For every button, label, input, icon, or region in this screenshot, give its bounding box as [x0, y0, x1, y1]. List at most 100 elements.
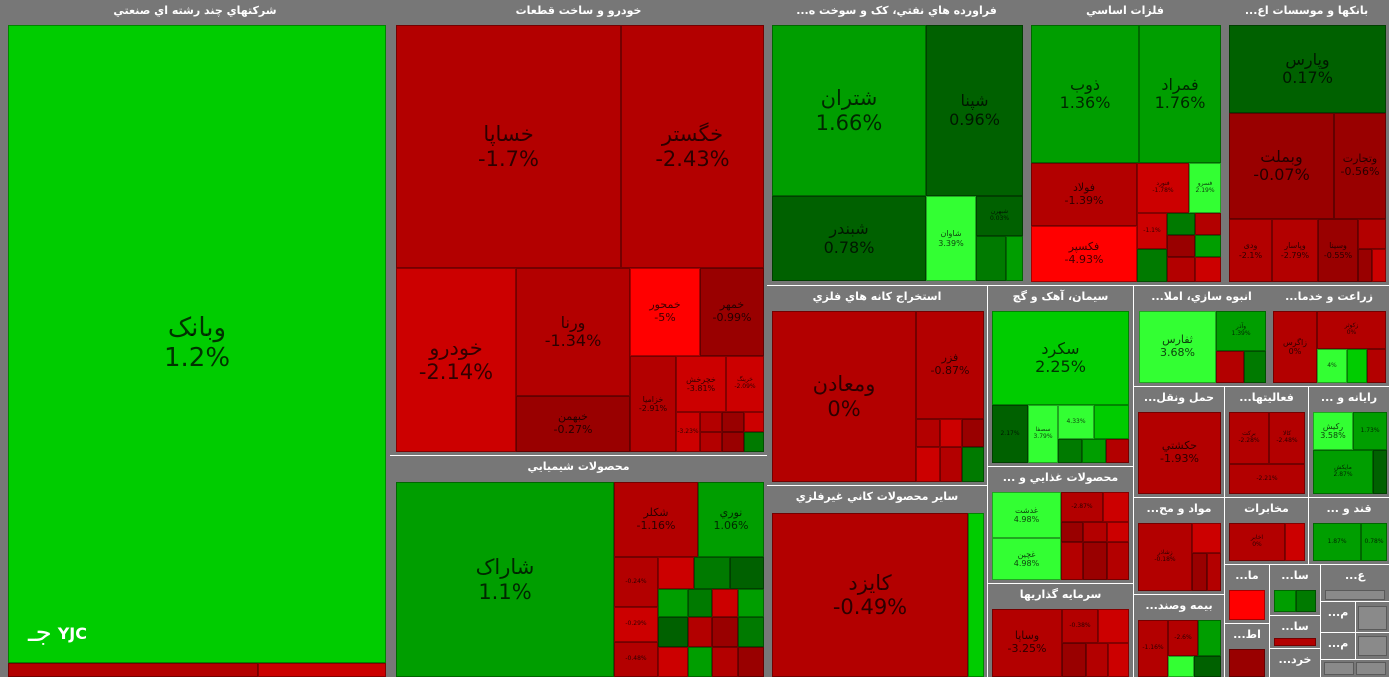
stock-tile-small[interactable]	[658, 589, 688, 617]
stock-tile-small[interactable]	[1358, 606, 1387, 630]
stock-tile-vsapa[interactable]: وساپا -3.25%	[992, 609, 1062, 677]
stock-tile-small[interactable]	[1358, 219, 1386, 249]
sector-chemicals[interactable]: محصولات شيميايي شاراک 1.1% شکلر -1.16% ن…	[390, 456, 767, 677]
stock-tile-fmorad[interactable]: فمراد 1.76%	[1139, 25, 1221, 163]
sector-materials[interactable]: مواد و مح... زشاذر -0.18%	[1134, 498, 1224, 594]
stock-tile-small[interactable]	[1006, 236, 1023, 281]
sector-telecom[interactable]: مخابرات اخابر 0%	[1225, 498, 1308, 564]
stock-tile-small[interactable]	[1086, 643, 1108, 677]
sector-food[interactable]: محصولات غذايي و ... غدشت 4.98% غچين 4.98…	[988, 467, 1133, 583]
stock-tile-mapna[interactable]: مايكش 2.87%	[1313, 450, 1373, 494]
stock-tile-rkish[interactable]: رکيش 3.58%	[1313, 412, 1353, 450]
stock-tile-zagros[interactable]: زاگرس 0%	[1273, 311, 1317, 383]
stock-tile-small[interactable]	[1229, 590, 1265, 620]
stock-tile-small[interactable]	[8, 663, 258, 677]
stock-tile-small[interactable]	[940, 419, 962, 447]
stock-tile-small[interactable]	[1274, 638, 1316, 646]
sector-small-9[interactable]	[1356, 633, 1389, 659]
stock-tile-zkosar[interactable]: زکوثر 0%	[1317, 311, 1386, 349]
stock-tile-small[interactable]	[940, 447, 962, 482]
stock-tile-thashd[interactable]: وآذر 1.39%	[1216, 311, 1266, 351]
stock-tile-sesafa[interactable]: سصفا 3.79%	[1028, 405, 1058, 463]
stock-tile-small[interactable]	[1106, 439, 1129, 463]
stock-tile-small[interactable]	[968, 513, 984, 677]
stock-tile-zbina[interactable]: 4%	[1317, 349, 1347, 383]
stock-tile-vbmellat[interactable]: وبملت -0.07%	[1229, 113, 1334, 219]
stock-tile-small[interactable]	[1107, 542, 1129, 580]
stock-tile-shabdar[interactable]: زشاذر -0.18%	[1138, 523, 1192, 591]
stock-tile-ghsmall[interactable]: -2.87%	[1061, 492, 1103, 522]
sector-small-1[interactable]: ما...	[1225, 565, 1269, 623]
stock-tile-shsmall[interactable]: شبهرن 0.03%	[976, 196, 1023, 236]
stock-tile-small[interactable]	[1061, 522, 1083, 542]
stock-tile-hkeshti[interactable]: حکشتي -1.93%	[1138, 412, 1221, 494]
stock-tile-fkasper[interactable]: فکسپر -4.93%	[1031, 226, 1137, 282]
stock-tile-shavan[interactable]: شاوان 3.39%	[926, 196, 976, 281]
stock-tile-shbandar[interactable]: شبندر 0.78%	[772, 196, 926, 281]
stock-tile-shkolor[interactable]: شکلر -1.16%	[614, 482, 698, 557]
stock-tile-small[interactable]	[1274, 590, 1296, 612]
stock-tile-small[interactable]	[1192, 553, 1207, 591]
sector-metals[interactable]: فلزات اساسي ذوب 1.36% فمراد 1.76% فولاد …	[1026, 0, 1224, 285]
stock-tile-small[interactable]	[694, 557, 730, 589]
stock-tile-small[interactable]	[1195, 213, 1221, 235]
stock-tile-small[interactable]	[1372, 249, 1386, 282]
stock-tile-small[interactable]	[658, 557, 694, 589]
stock-tile-shpena[interactable]: شپنا 0.96%	[926, 25, 1023, 196]
stock-tile-small[interactable]	[1324, 662, 1354, 675]
sector-small-8[interactable]: م...	[1321, 633, 1355, 659]
stock-tile-vtejarat[interactable]: وتجارت -0.56%	[1334, 113, 1386, 219]
sector-small-7[interactable]: اط...	[1225, 624, 1269, 677]
stock-tile-kala[interactable]: کالا -2.48%	[1269, 412, 1305, 464]
stock-tile-khodro[interactable]: خودرو -2.14%	[396, 268, 516, 452]
stock-tile-small[interactable]	[1358, 636, 1387, 656]
stock-tile-small[interactable]	[1083, 542, 1107, 580]
stock-tile-vpars[interactable]: وپارس 0.17%	[1229, 25, 1386, 113]
stock-tile-small[interactable]	[1098, 609, 1129, 643]
stock-tile-small[interactable]	[658, 617, 688, 647]
sector-insurance[interactable]: بيمه وصند... -1.16% -2.6%	[1134, 595, 1224, 677]
stock-tile-small[interactable]	[730, 557, 764, 589]
stock-tile-shtran[interactable]: شتران 1.66%	[772, 25, 926, 196]
stock-tile-bazri[interactable]: برکت -2.28%	[1229, 412, 1269, 464]
stock-tile-small[interactable]	[1195, 257, 1221, 282]
stock-tile-bime2[interactable]: -2.6%	[1168, 620, 1198, 656]
stock-tile-small[interactable]	[688, 589, 712, 617]
stock-tile-shcsmall1[interactable]: -0.24%	[614, 557, 658, 607]
stock-tile-small[interactable]	[1108, 643, 1129, 677]
stock-tile-small[interactable]	[1216, 351, 1244, 383]
stock-tile-khamhor[interactable]: خمحور -5%	[630, 268, 700, 356]
stock-tile-small[interactable]	[1137, 249, 1167, 282]
stock-tile-small[interactable]	[1103, 492, 1129, 522]
stock-tile-small[interactable]	[1325, 590, 1385, 600]
sector-refinery[interactable]: فراورده هاي نفتي، کک و سوخت ه... شتران 1…	[767, 0, 1026, 285]
stock-tile-kayzd[interactable]: کايزد -0.49%	[772, 513, 968, 677]
sector-small-6[interactable]: سا...	[1270, 616, 1320, 648]
stock-tile-sistem[interactable]: 1.73%	[1353, 412, 1387, 450]
stock-tile-small[interactable]	[1296, 590, 1316, 612]
stock-tile-khrin[interactable]: خرينگ -2.09%	[726, 356, 764, 412]
stock-tile-vabank[interactable]: وبانک 1.2%	[8, 25, 386, 663]
stock-tile-small[interactable]	[700, 432, 722, 452]
stock-tile-small[interactable]	[722, 432, 744, 452]
stock-tile-sekord[interactable]: سکرد 2.25%	[992, 311, 1129, 405]
stock-tile-small[interactable]	[688, 617, 712, 647]
sector-transport[interactable]: حمل ونقل... حکشتي -1.93%	[1134, 387, 1224, 497]
stock-tile-small[interactable]	[738, 647, 764, 677]
stock-tile-qshirin[interactable]: 1.87%	[1313, 523, 1361, 561]
stock-tile-khgostar[interactable]: خگستر -2.43%	[621, 25, 764, 268]
stock-tile-khbahman[interactable]: خبهمن -0.27%	[516, 396, 630, 452]
sector-sugar[interactable]: قند و ... 1.87% 0.78%	[1309, 498, 1389, 564]
stock-tile-small[interactable]	[916, 447, 940, 482]
sector-computer[interactable]: رايانه و ... رکيش 3.58% 1.73% مايكش 2.87…	[1309, 387, 1389, 497]
stock-tile-small[interactable]	[1082, 439, 1106, 463]
stock-tile-fkhuz[interactable]: -1.1%	[1137, 213, 1167, 249]
stock-tile-small[interactable]	[962, 419, 984, 447]
stock-tile-small[interactable]	[1083, 522, 1107, 542]
sector-small-10[interactable]: خرد...	[1270, 649, 1320, 677]
stock-tile-fouland[interactable]: فولاد -1.39%	[1031, 163, 1137, 226]
stock-tile-fazar[interactable]: فزر -0.87%	[916, 311, 984, 419]
sector-small-4[interactable]: م...	[1321, 602, 1355, 632]
stock-tile-bime[interactable]: -1.16%	[1138, 620, 1168, 677]
stock-tile-small[interactable]	[1358, 249, 1372, 282]
